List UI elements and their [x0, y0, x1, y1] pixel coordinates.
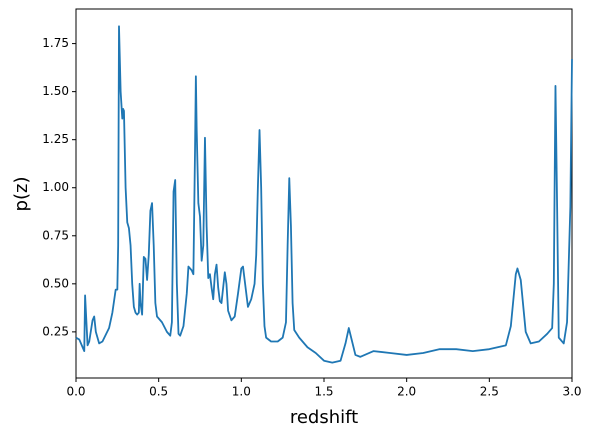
y-tick-label: 1.75 — [42, 36, 69, 50]
y-axis-title: p(z) — [11, 177, 32, 212]
y-tick-label: 0.25 — [42, 324, 69, 338]
data-line — [75, 25, 573, 364]
y-tick-label: 1.00 — [42, 180, 69, 194]
x-tick-label: 2.5 — [480, 385, 499, 399]
y-tick-label: 0.50 — [42, 276, 69, 290]
y-tick-label: 0.75 — [42, 228, 69, 242]
x-tick-label: 1.5 — [314, 385, 333, 399]
x-tick-label: 2.0 — [397, 385, 416, 399]
x-tick-label: 0.5 — [149, 385, 168, 399]
x-tick-label: 1.0 — [232, 385, 251, 399]
plot-frame — [75, 8, 573, 379]
x-tick-label: 0.0 — [66, 385, 85, 399]
x-axis-title: redshift — [290, 407, 358, 428]
x-tick-label: 3.0 — [562, 385, 581, 399]
y-tick-label: 1.25 — [42, 132, 69, 146]
y-tick-label: 1.50 — [42, 84, 69, 98]
